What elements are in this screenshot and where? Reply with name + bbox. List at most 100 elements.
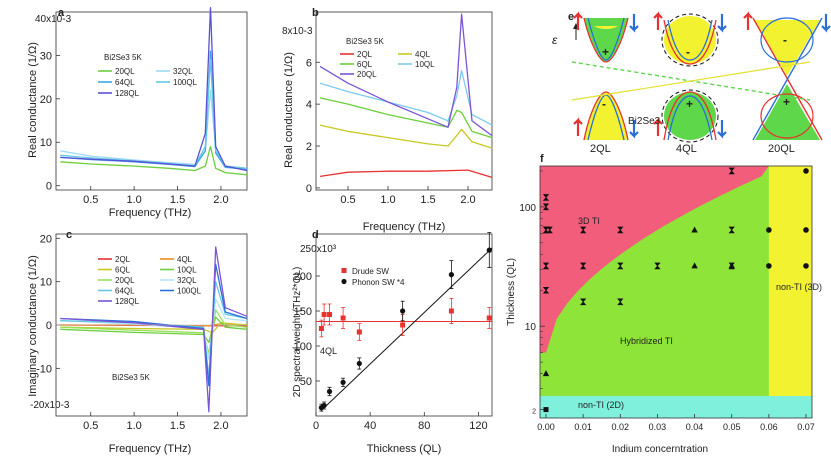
legend-label-20ql: 20QL <box>115 67 135 76</box>
panel-label-f: f <box>540 153 544 165</box>
band-ring <box>760 93 814 139</box>
legend-label-100ql: 100QL <box>177 287 202 296</box>
annotation-4ql: 4QL <box>320 346 337 356</box>
region-label-non-ti-3d: non-TI (3D) <box>776 282 822 292</box>
schematic-2ql-upper: + <box>583 17 629 63</box>
cone-fill <box>584 92 628 140</box>
band-dashed <box>661 89 719 143</box>
x-tick-label: 0.06 <box>760 422 778 432</box>
data-point-phonon <box>321 402 327 409</box>
legend-label-2ql: 2QL <box>357 50 373 59</box>
x-tick-label: 2.0 <box>213 194 228 206</box>
x-tick-label: 1.5 <box>420 194 435 206</box>
y-tick-label: 100 <box>519 203 536 214</box>
y-tick-label: 200 <box>294 271 312 283</box>
x-tick-label: 0.00 <box>537 422 555 432</box>
hybridization-line-yellow <box>571 61 811 101</box>
region-non-ti-3d <box>768 166 812 396</box>
schematic-4ql-upper: - <box>661 13 719 67</box>
x-tick-label: 0.5 <box>83 194 98 206</box>
data-point-drude <box>321 312 327 317</box>
data-point-circle <box>766 227 772 233</box>
region-non-ti-2d <box>540 395 812 418</box>
band-blue <box>752 17 823 141</box>
series-line-6ql <box>60 322 248 334</box>
fermi-fill <box>594 26 618 29</box>
energy-label: ε <box>552 33 558 47</box>
x-tick-label: 0 <box>313 420 319 432</box>
data-point-phonon <box>448 272 454 278</box>
band-blue <box>667 19 713 61</box>
band-blue <box>587 17 625 61</box>
data-point-circle <box>766 263 772 269</box>
spin-up-arrow-icon <box>653 117 663 136</box>
panel-e: e ε + - - + <box>552 11 831 155</box>
y-tick-label: -10 <box>36 363 52 375</box>
sign-plus: + <box>602 45 609 59</box>
data-point-phonon <box>356 360 362 367</box>
legend-label-100ql: 100QL <box>173 78 198 87</box>
data-point-circle <box>803 168 809 174</box>
band-red <box>583 91 629 141</box>
cone-fill <box>664 16 716 64</box>
x-tick-label: 0.5 <box>340 194 355 206</box>
spin-up-arrow-icon <box>653 11 663 30</box>
x-tick-label: 1.0 <box>126 194 141 206</box>
legend-marker-phonon <box>341 278 347 285</box>
data-point-hourglass <box>617 226 624 234</box>
panel-a: a 40x10-3 Bi2Se3 5K Frequency (THz) Real… <box>27 7 248 219</box>
data-point-drude <box>318 326 324 331</box>
panel-c: c -20x10-3 Bi2Se3 5K Frequency (THz) Ima… <box>27 229 248 455</box>
legend-label-128ql: 128QL <box>115 297 140 306</box>
y-exponent-label-a: 40x10-3 <box>35 14 72 25</box>
x-tick-label: 0.5 <box>83 420 98 432</box>
band-red <box>663 91 717 141</box>
cone-fill-upper <box>755 20 820 76</box>
fit-line-1 <box>321 247 493 411</box>
series-line-100ql <box>60 59 248 169</box>
sign-minus: - <box>783 33 787 47</box>
data-point-hourglass <box>617 298 624 306</box>
legend-label-4ql: 4QL <box>415 50 431 59</box>
data-point-hourglass <box>617 262 624 270</box>
schematic-4ql-lower: + <box>661 89 719 143</box>
spin-up-arrow-icon <box>743 11 753 30</box>
data-point-phonon <box>400 308 406 314</box>
series-line-2ql <box>319 169 493 179</box>
legend-label-10ql: 10QL <box>177 266 197 275</box>
column-label-2ql: 2QL <box>590 143 611 155</box>
data-point-hourglass <box>542 194 550 201</box>
data-point-hourglass <box>542 262 550 270</box>
x-axis-label-c: Frequency (THz) <box>109 443 192 455</box>
series-line-20ql <box>60 309 248 354</box>
sign-plus: + <box>686 97 693 111</box>
legend-label-6ql: 6QL <box>115 266 131 275</box>
x-tick-label: 0.04 <box>686 422 704 432</box>
data-point-triangle <box>542 370 550 377</box>
data-point-hourglass <box>728 226 735 234</box>
y-tick-label: 0 <box>306 183 312 195</box>
legend-label-32ql: 32QL <box>173 67 193 76</box>
series-line-20ql <box>319 13 493 137</box>
panel-label-b: b <box>312 7 319 19</box>
plot-frame-a <box>55 11 248 191</box>
column-label-4ql: 4QL <box>676 143 697 155</box>
plot-frame-f <box>539 165 813 419</box>
data-point-hourglass <box>580 298 587 306</box>
data-point-hourglass <box>654 262 661 270</box>
x-axis-label-d: Thickness (QL) <box>367 443 442 455</box>
y-exponent-label-d: 250x10³ <box>300 244 337 255</box>
series-line-100ql <box>60 263 248 387</box>
y-tick-label: 4 <box>306 99 312 111</box>
region-label-3d-ti: 3D TI <box>578 216 600 226</box>
series-line-4ql <box>319 124 493 149</box>
y-tick-label: 10 <box>40 277 52 289</box>
x-tick-label: 120 <box>469 420 487 432</box>
x-axis-label-b: Frequency (THz) <box>363 221 446 233</box>
y-axis-label-f: Thickness (QL) <box>506 258 517 326</box>
y-tick-label: 20 <box>40 94 52 106</box>
band-red <box>583 17 629 63</box>
y-exponent-label-c: -20x10-3 <box>30 400 70 411</box>
series-line-10ql <box>319 69 493 126</box>
x-tick-label: 1.5 <box>170 194 185 206</box>
